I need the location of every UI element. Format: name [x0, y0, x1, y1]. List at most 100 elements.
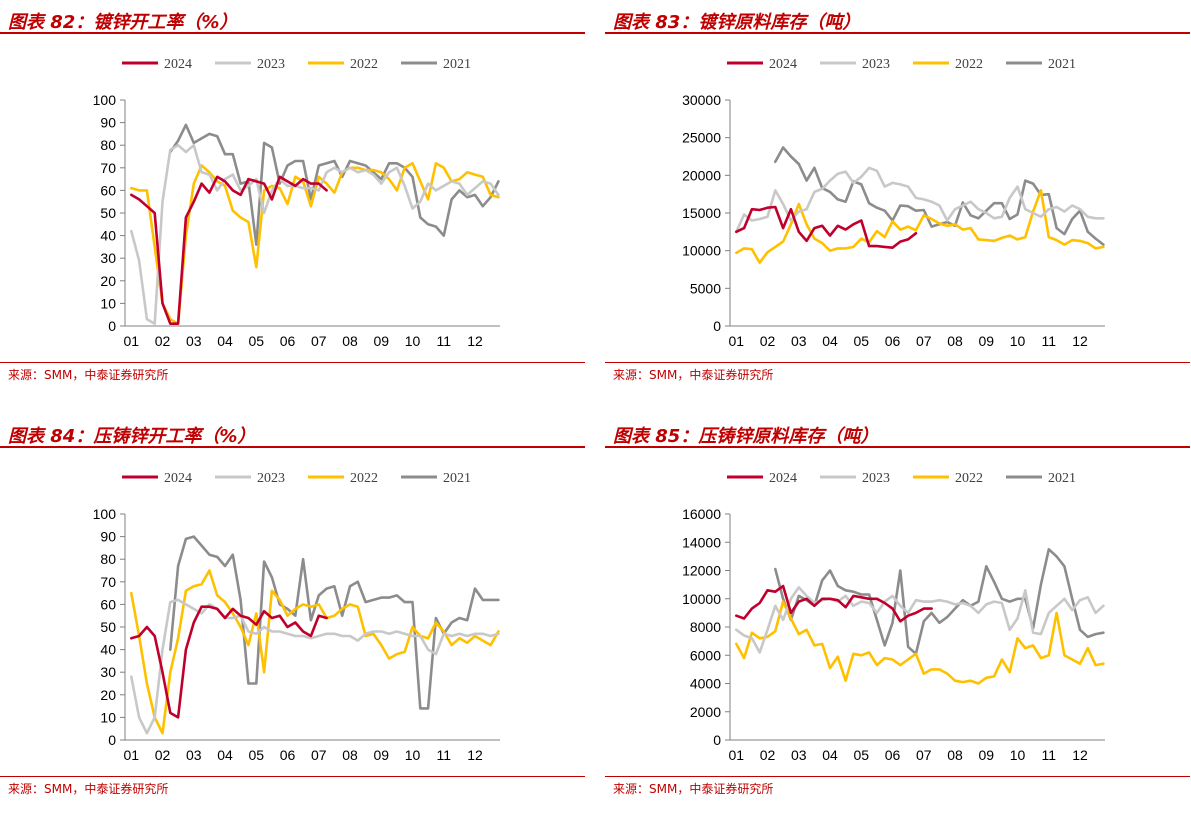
legend-label: 2021: [1048, 471, 1076, 486]
x-tick-label: 06: [280, 747, 296, 763]
series-line-2022: [735, 600, 1105, 685]
y-tick-label: 10: [100, 709, 116, 725]
y-tick-label: 60: [100, 596, 116, 612]
x-tick-label: 10: [1010, 333, 1026, 349]
legend-label: 2022: [955, 57, 983, 72]
x-tick-label: 07: [916, 333, 932, 349]
y-tick-label: 70: [100, 160, 116, 176]
x-tick-label: 11: [1041, 333, 1056, 349]
legend-item: 2021: [1006, 471, 1076, 486]
y-tick-label: 14000: [682, 534, 721, 550]
x-tick-label: 02: [155, 747, 171, 763]
x-tick-label: 11: [436, 747, 451, 763]
y-tick-label: 0: [713, 318, 721, 334]
x-tick-label: 04: [822, 747, 838, 763]
series-line-2023: [130, 143, 500, 325]
source-note: 来源：SMM，中泰证券研究所: [8, 368, 169, 382]
x-tick-label: 03: [186, 747, 202, 763]
source-bar: 来源：SMM，中泰证券研究所: [605, 362, 1190, 384]
y-tick-label: 80: [100, 137, 116, 153]
x-tick-label: 02: [760, 747, 776, 763]
x-tick-label: 05: [853, 333, 869, 349]
legend-label: 2021: [443, 471, 471, 486]
x-tick-label: 04: [217, 747, 233, 763]
x-tick-label: 11: [436, 333, 451, 349]
y-tick-label: 10: [100, 295, 116, 311]
x-tick-label: 07: [311, 747, 327, 763]
legend-label: 2021: [443, 57, 471, 72]
chart-panel-galvanizing-inventory: 图表 83：镀锌原料库存（吨） 2024 2023 2022 2021 0 5000 100…: [605, 0, 1190, 400]
y-tick-label: 25000: [682, 130, 721, 146]
legend: 2024 2023 2022 2021: [122, 471, 471, 486]
legend-item: 2021: [401, 471, 471, 486]
y-tick-label: 80: [100, 551, 116, 567]
series-line-2024: [130, 605, 328, 719]
legend-item: 2023: [820, 471, 890, 486]
legend-item: 2022: [308, 471, 378, 486]
y-tick-label: 2000: [690, 704, 721, 720]
x-tick-label: 01: [123, 333, 139, 349]
legend: 2024 2023 2022 2021: [727, 57, 1076, 72]
x-tick-label: 07: [916, 747, 932, 763]
chart-panel-zinc-galvanizing-utilization: 图表 82：镀锌开工率（%） 2024 2023 2022 2021 0 10 20 30 40…: [0, 0, 585, 400]
x-tick-label: 08: [947, 333, 963, 349]
y-tick-label: 100: [93, 506, 117, 522]
legend-label: 2024: [164, 57, 192, 72]
panel-title-bar: 图表 82：镀锌开工率（%）: [0, 4, 585, 34]
series-line-2021: [169, 123, 500, 246]
series-line-2022: [735, 189, 1105, 264]
series-line-2023: [130, 598, 500, 735]
source-bar: 来源：SMM，中泰证券研究所: [0, 776, 585, 798]
x-tick-label: 08: [947, 747, 963, 763]
x-tick-label: 06: [280, 333, 296, 349]
x-tick-label: 10: [1010, 747, 1026, 763]
x-tick-label: 09: [373, 747, 389, 763]
series-line-2024: [735, 584, 933, 623]
x-tick-label: 08: [342, 333, 358, 349]
x-tick-label: 04: [822, 333, 838, 349]
x-tick-label: 02: [155, 333, 171, 349]
y-tick-label: 20000: [682, 167, 721, 183]
y-tick-label: 6000: [690, 647, 721, 663]
legend-item: 2021: [401, 57, 471, 72]
source-note: 来源：SMM，中泰证券研究所: [613, 368, 774, 382]
panel-title: 图表 85：压铸锌原料库存（吨）: [613, 426, 879, 447]
y-tick-label: 50: [100, 205, 116, 221]
x-tick-label: 01: [728, 747, 744, 763]
legend-label: 2022: [350, 471, 378, 486]
y-tick-label: 16000: [682, 506, 721, 522]
chart-panel-die-casting-utilization: 图表 84：压铸锌开工率（%） 2024 2023 2022 2021 0 10 20 30 4…: [0, 414, 585, 814]
x-tick-label: 01: [728, 333, 744, 349]
legend: 2024 2023 2022 2021: [727, 471, 1076, 486]
y-tick-label: 60: [100, 182, 116, 198]
legend-item: 2023: [820, 57, 890, 72]
x-tick-label: 03: [791, 747, 807, 763]
legend-label: 2022: [350, 57, 378, 72]
source-note: 来源：SMM，中泰证券研究所: [8, 782, 169, 796]
legend-label: 2023: [862, 471, 890, 486]
series-line-2023: [735, 166, 1105, 234]
x-tick-label: 04: [217, 333, 233, 349]
panel-title-bar: 图表 85：压铸锌原料库存（吨）: [605, 418, 1190, 448]
y-tick-label: 20: [100, 273, 116, 289]
x-tick-label: 12: [467, 747, 483, 763]
x-tick-label: 05: [853, 747, 869, 763]
x-tick-label: 11: [1041, 747, 1056, 763]
legend-item: 2024: [122, 57, 192, 72]
legend-label: 2024: [164, 471, 192, 486]
panel-title-bar: 图表 84：压铸锌开工率（%）: [0, 418, 585, 448]
y-tick-label: 20: [100, 687, 116, 703]
source-note: 来源：SMM，中泰证券研究所: [613, 782, 774, 796]
legend-label: 2023: [862, 57, 890, 72]
x-tick-label: 12: [1072, 747, 1088, 763]
y-tick-label: 30: [100, 250, 116, 266]
y-tick-label: 15000: [682, 205, 721, 221]
x-tick-label: 08: [342, 747, 358, 763]
x-tick-label: 06: [885, 747, 901, 763]
legend-label: 2023: [257, 471, 285, 486]
legend: 2024 2023 2022 2021: [122, 57, 471, 72]
legend-label: 2023: [257, 57, 285, 72]
y-tick-label: 90: [100, 529, 116, 545]
series-line-2021: [774, 548, 1105, 656]
y-tick-label: 8000: [690, 619, 721, 635]
